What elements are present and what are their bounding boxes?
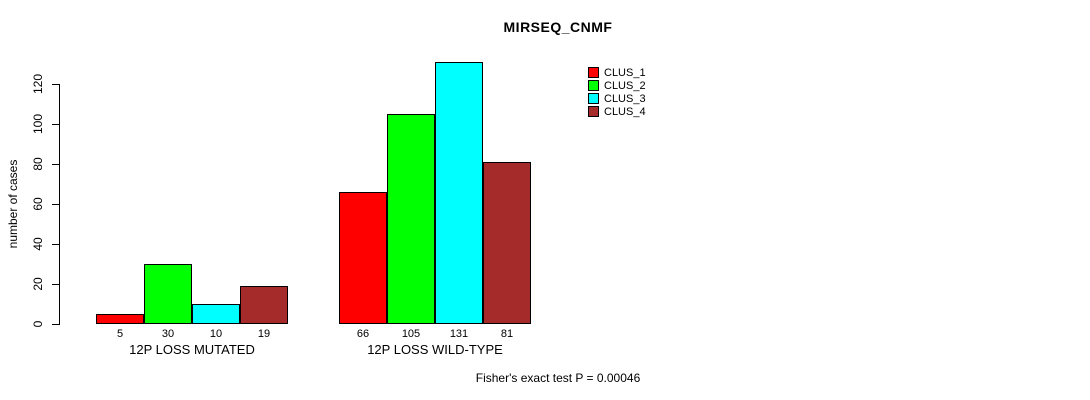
y-tick	[52, 204, 60, 205]
bar-value-label: 105	[401, 328, 421, 340]
y-tick-label: 100	[31, 113, 45, 135]
legend: CLUS_1 CLUS_2 CLUS_3 CLUS_4	[588, 66, 646, 118]
bar-clus_4-group0	[240, 286, 288, 324]
bar-clus_1-group1	[339, 192, 387, 324]
y-tick-label: 80	[31, 157, 45, 171]
legend-row-clus_1: CLUS_1	[588, 66, 646, 79]
bar-clus_1-group0	[96, 314, 144, 324]
bar-clus_3-group0	[192, 304, 240, 324]
legend-row-clus_2: CLUS_2	[588, 79, 646, 92]
bar-value-label: 19	[257, 328, 271, 340]
legend-label: CLUS_1	[604, 66, 646, 79]
legend-label: CLUS_2	[604, 79, 646, 92]
stat-annotation: Fisher's exact test P = 0.00046	[475, 371, 641, 385]
legend-label: CLUS_3	[604, 92, 646, 105]
bar-clus_2-group1	[387, 114, 435, 324]
y-tick-label: 120	[31, 73, 45, 95]
y-tick-label: 0	[31, 320, 45, 328]
bar-value-label: 30	[161, 328, 175, 340]
y-tick-label: 40	[31, 237, 45, 251]
legend-row-clus_3: CLUS_3	[588, 92, 646, 105]
bar-value-label: 5	[116, 328, 124, 340]
bar-clus_3-group1	[435, 62, 483, 324]
legend-swatch-icon	[588, 106, 599, 117]
legend-row-clus_4: CLUS_4	[588, 105, 646, 118]
y-tick	[52, 324, 60, 325]
bar-value-label: 131	[449, 328, 469, 340]
bar-clus_2-group0	[144, 264, 192, 324]
chart-title: MIRSEQ_CNMF	[503, 19, 613, 35]
legend-label: CLUS_4	[604, 105, 646, 118]
y-tick	[52, 84, 60, 85]
y-tick	[52, 284, 60, 285]
y-tick-label: 20	[31, 277, 45, 291]
y-axis-title: number of cases	[6, 159, 20, 249]
bar-value-label: 81	[500, 328, 514, 340]
legend-swatch-icon	[588, 67, 599, 78]
group-label-1: 12P LOSS WILD-TYPE	[367, 342, 503, 357]
group-label-0: 12P LOSS MUTATED	[129, 342, 255, 357]
y-tick	[52, 244, 60, 245]
legend-swatch-icon	[588, 93, 599, 104]
legend-swatch-icon	[588, 80, 599, 91]
y-tick-label: 60	[31, 197, 45, 211]
bar-value-label: 10	[209, 328, 223, 340]
y-tick	[52, 124, 60, 125]
y-tick	[52, 164, 60, 165]
bar-value-label: 66	[356, 328, 370, 340]
bar-clus_4-group1	[483, 162, 531, 324]
